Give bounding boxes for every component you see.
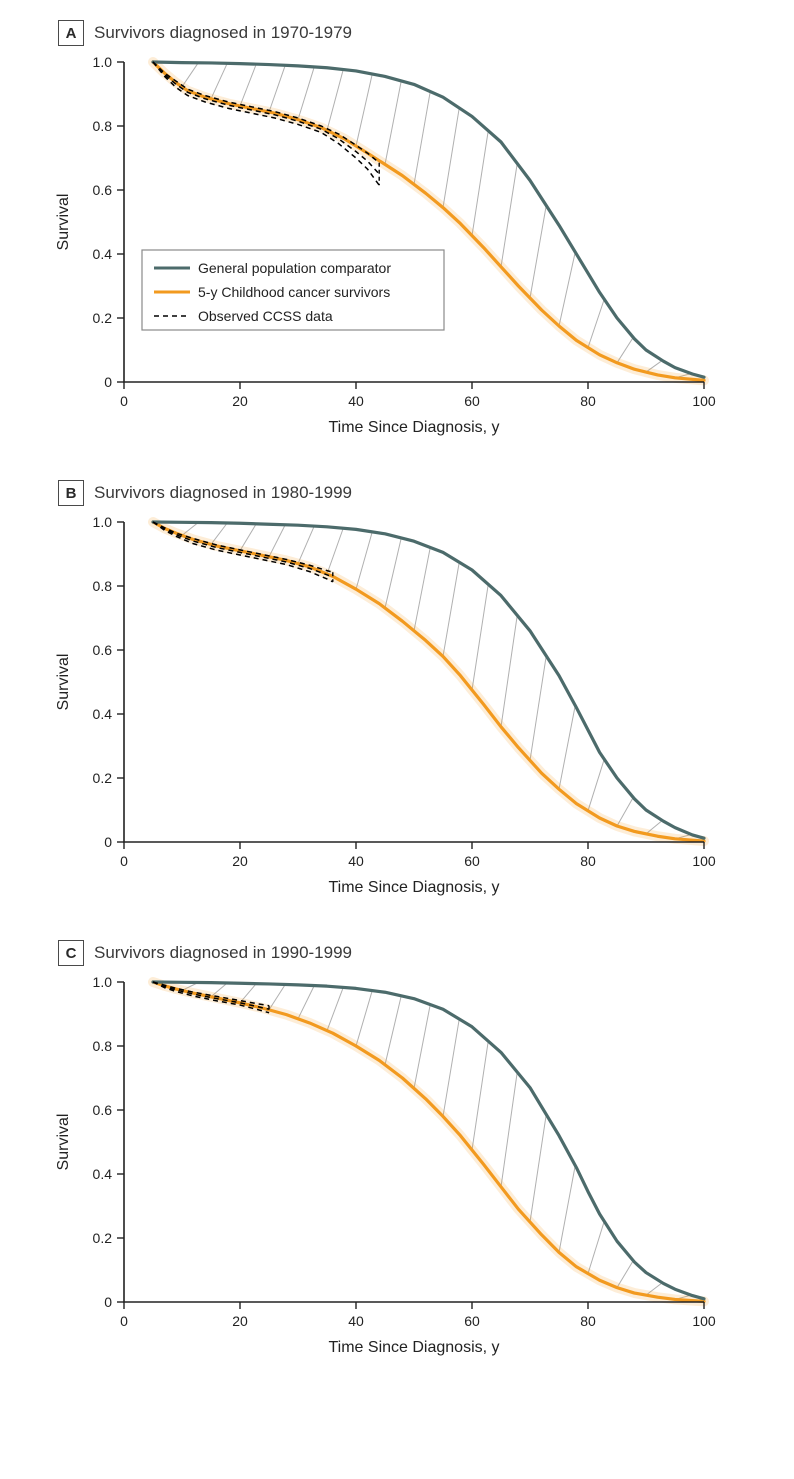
panel-c-chart: 0 20 40 60 80 100 0 0.2 0.4 0.6 0.8 1.0 Time Since D… <box>24 972 770 1366</box>
svg-text:0.8: 0.8 <box>93 1038 113 1054</box>
svg-text:1.0: 1.0 <box>93 514 113 530</box>
panel-a-letter: A <box>58 20 84 46</box>
svg-text:0.4: 0.4 <box>93 706 113 722</box>
svg-text:0.4: 0.4 <box>93 1166 113 1182</box>
survivors-curve <box>153 982 704 1301</box>
svg-text:0.8: 0.8 <box>93 118 113 134</box>
svg-text:1.0: 1.0 <box>93 54 113 70</box>
panel-c-svg: 0 20 40 60 80 100 0 0.2 0.4 0.6 0.8 1.0 Time Since D… <box>24 972 734 1366</box>
panel-b-svg: 0 20 40 60 80 100 0 0.2 0.4 0.6 0.8 1.0 Time Since D… <box>24 512 734 906</box>
svg-text:0: 0 <box>120 393 128 409</box>
svg-text:60: 60 <box>464 393 480 409</box>
panel-c: C Survivors diagnosed in 1990-1999 0 20 40… <box>24 940 770 1366</box>
panel-a: A Survivors diagnosed in 1970-1979 0 20 40… <box>24 20 770 446</box>
svg-text:0.4: 0.4 <box>93 246 113 262</box>
panel-b-chart: 0 20 40 60 80 100 0 0.2 0.4 0.6 0.8 1.0 Time Since D… <box>24 512 770 906</box>
svg-text:0.6: 0.6 <box>93 1102 113 1118</box>
svg-text:1.0: 1.0 <box>93 974 113 990</box>
observed-lower-curve <box>153 62 379 185</box>
svg-text:5-y Childhood cancer survivors: 5-y Childhood cancer survivors <box>198 284 390 300</box>
svg-text:0.8: 0.8 <box>93 578 113 594</box>
figure-root: A Survivors diagnosed in 1970-1979 0 20 40… <box>0 0 794 1430</box>
svg-text:100: 100 <box>692 1313 716 1329</box>
legend: General population comparator 5-y Childho… <box>142 250 444 330</box>
svg-text:0.6: 0.6 <box>93 182 113 198</box>
svg-text:0: 0 <box>104 1294 112 1310</box>
panel-a-chart: 0 20 40 60 80 100 0 0.2 0.4 0.6 0.8 1.0 Time Since D… <box>24 52 770 446</box>
general-population-curve <box>153 522 704 838</box>
svg-text:80: 80 <box>580 1313 596 1329</box>
panel-c-header: C Survivors diagnosed in 1990-1999 <box>58 940 770 966</box>
y-axis-title: Survival <box>55 654 72 711</box>
svg-text:40: 40 <box>348 853 364 869</box>
panel-b-letter: B <box>58 480 84 506</box>
svg-text:0.6: 0.6 <box>93 642 113 658</box>
x-axis-title: Time Since Diagnosis, y <box>328 1339 499 1356</box>
general-population-curve <box>153 982 704 1299</box>
svg-text:100: 100 <box>692 393 716 409</box>
panel-c-letter: C <box>58 940 84 966</box>
panel-a-header: A Survivors diagnosed in 1970-1979 <box>58 20 770 46</box>
svg-text:0.2: 0.2 <box>93 1230 113 1246</box>
svg-text:40: 40 <box>348 393 364 409</box>
panel-a-title: Survivors diagnosed in 1970-1979 <box>94 23 352 43</box>
svg-text:80: 80 <box>580 853 596 869</box>
svg-text:General population comparator: General population comparator <box>198 260 391 276</box>
survivors-curve <box>153 522 704 841</box>
svg-text:60: 60 <box>464 853 480 869</box>
y-axis-title: Survival <box>55 194 72 251</box>
panel-c-title: Survivors diagnosed in 1990-1999 <box>94 943 352 963</box>
svg-text:20: 20 <box>232 393 248 409</box>
svg-text:80: 80 <box>580 393 596 409</box>
panel-a-svg: 0 20 40 60 80 100 0 0.2 0.4 0.6 0.8 1.0 Time Since D… <box>24 52 734 446</box>
svg-text:0: 0 <box>104 374 112 390</box>
panel-b-header: B Survivors diagnosed in 1980-1999 <box>58 480 770 506</box>
panel-b-title: Survivors diagnosed in 1980-1999 <box>94 483 352 503</box>
svg-text:40: 40 <box>348 1313 364 1329</box>
svg-text:0: 0 <box>120 853 128 869</box>
svg-text:100: 100 <box>692 853 716 869</box>
svg-text:60: 60 <box>464 1313 480 1329</box>
x-axis-title: Time Since Diagnosis, y <box>328 419 499 436</box>
y-axis-title: Survival <box>55 1114 72 1171</box>
svg-text:0: 0 <box>104 834 112 850</box>
svg-text:0.2: 0.2 <box>93 770 113 786</box>
panel-b: B Survivors diagnosed in 1980-1999 0 20 40… <box>24 480 770 906</box>
svg-text:20: 20 <box>232 1313 248 1329</box>
svg-text:0.2: 0.2 <box>93 310 113 326</box>
svg-text:20: 20 <box>232 853 248 869</box>
svg-text:Observed CCSS data: Observed CCSS data <box>198 308 333 324</box>
x-axis-title: Time Since Diagnosis, y <box>328 879 499 896</box>
svg-text:0: 0 <box>120 1313 128 1329</box>
